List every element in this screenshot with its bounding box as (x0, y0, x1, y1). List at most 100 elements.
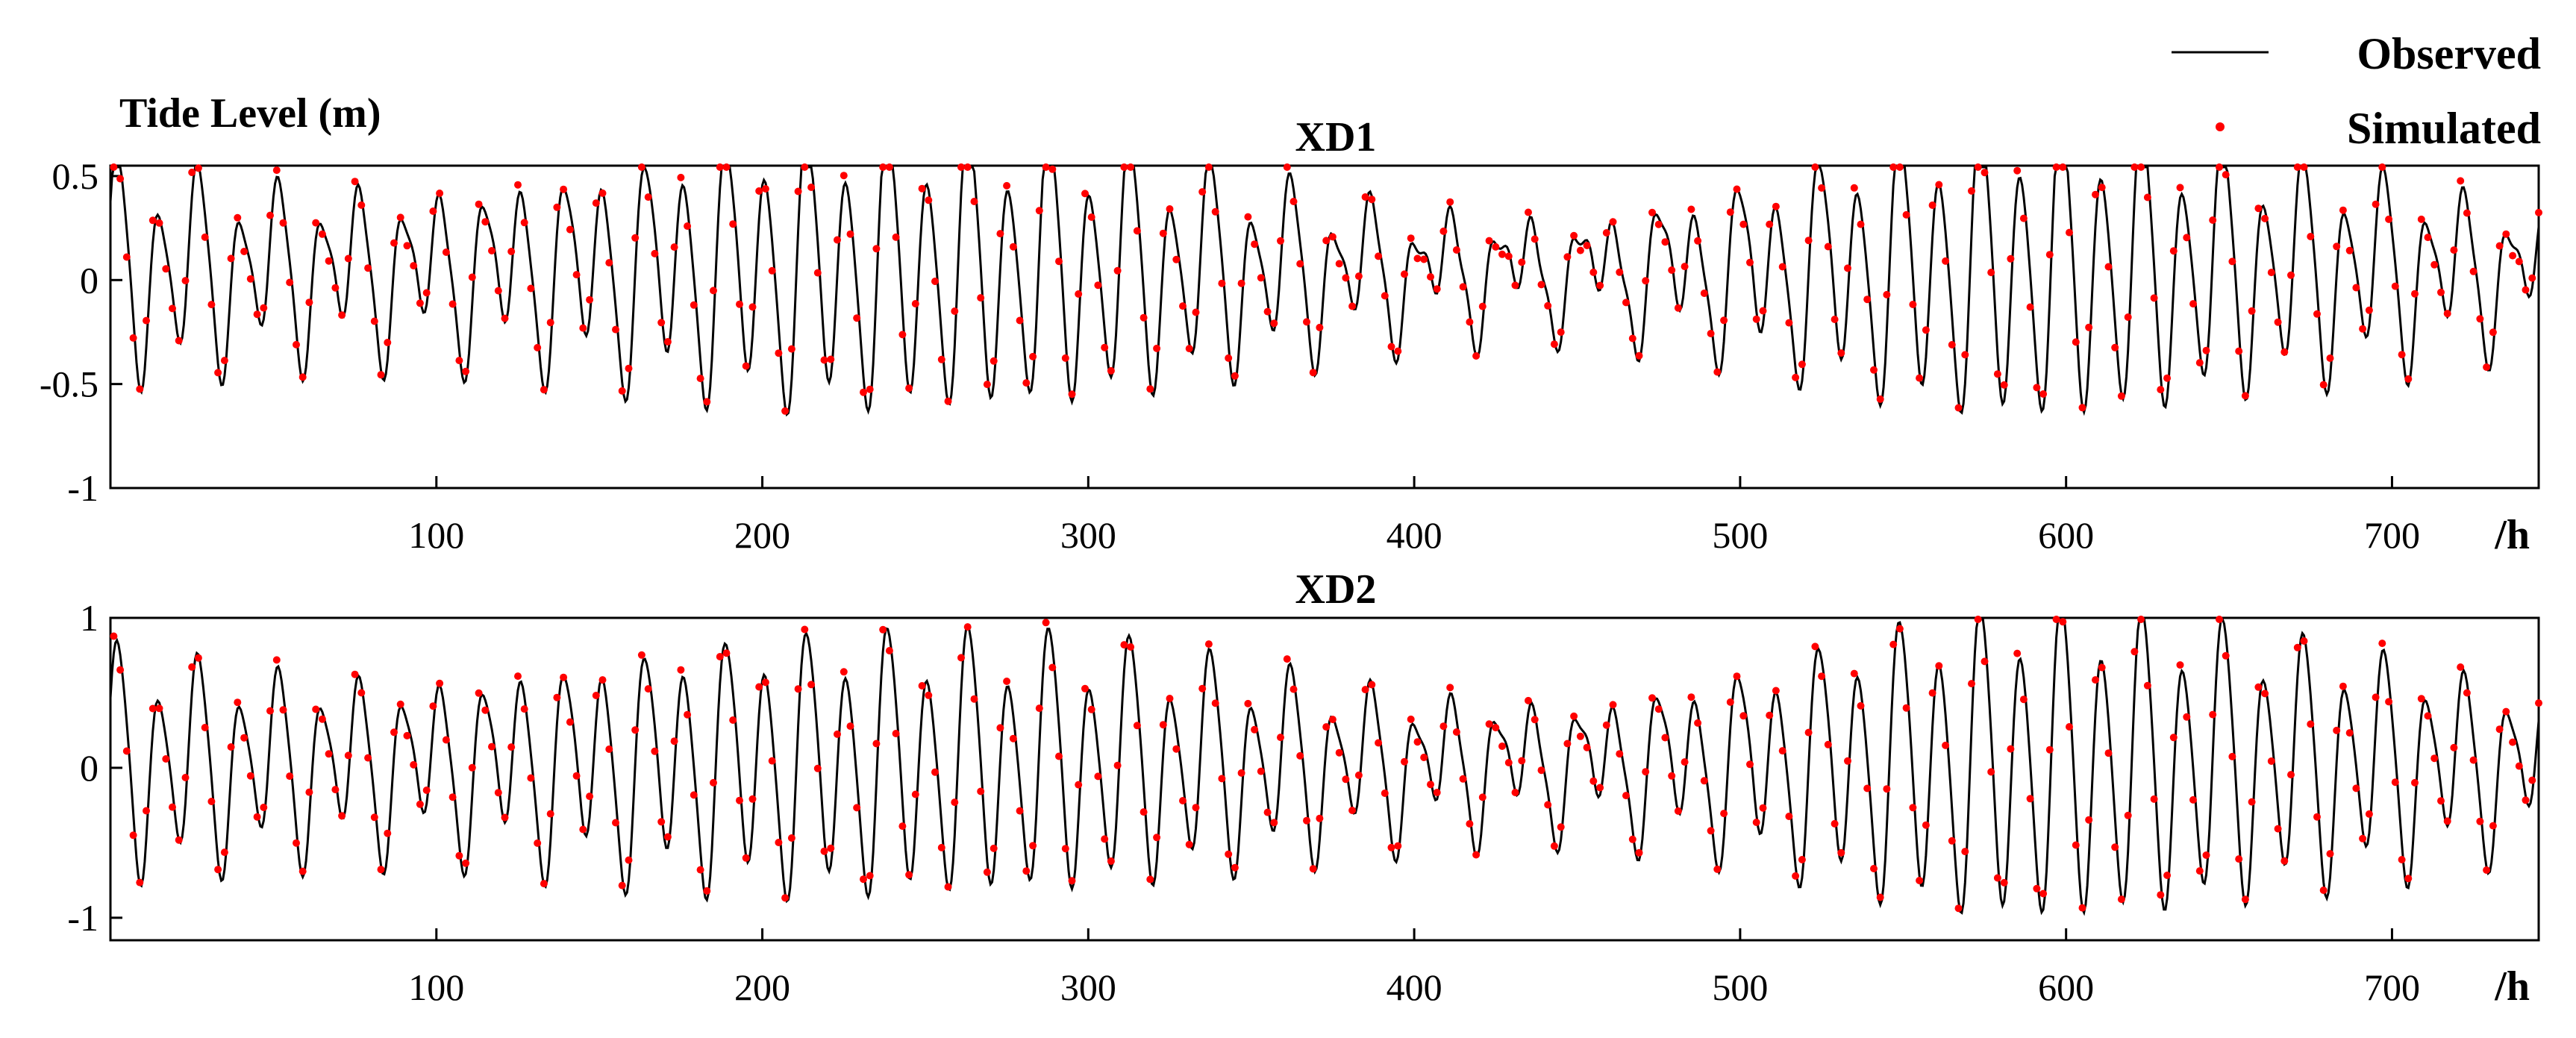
simulated-point (937, 355, 945, 363)
legend-observed-label: Observed (2357, 29, 2541, 78)
simulated-point (2319, 887, 2328, 894)
x-tick-label: 400 (1387, 966, 1442, 1008)
simulated-point (918, 682, 926, 690)
simulated-point (1316, 814, 1324, 822)
simulated-point (1942, 257, 1950, 265)
simulated-point (2195, 867, 2204, 875)
simulated-point (2404, 375, 2413, 383)
simulated-point (1935, 181, 1943, 189)
simulated-point (1127, 163, 1135, 171)
simulated-point (1420, 255, 1428, 263)
simulated-point (272, 656, 281, 664)
simulated-point (390, 728, 398, 737)
simulated-point (748, 795, 757, 803)
simulated-point (1628, 835, 1636, 843)
simulated-point (1068, 390, 1076, 398)
simulated-point (1818, 672, 1826, 681)
simulated-point (1804, 237, 1813, 245)
simulated-point (722, 163, 731, 171)
simulated-point (2104, 749, 2113, 757)
simulated-point (143, 316, 150, 325)
simulated-point (807, 681, 816, 689)
simulated-point (905, 871, 913, 879)
simulated-point (1616, 268, 1624, 276)
panel-xd1: XD1 100 200 300 400 500 600 700 0.5 0 -0.5 -1 /h (40, 114, 2542, 558)
simulated-point (1550, 842, 1558, 850)
simulated-point (846, 230, 854, 238)
x-tick-label: 100 (408, 966, 464, 1008)
simulated-point (220, 848, 228, 857)
simulated-point (2111, 843, 2119, 851)
simulated-point (860, 875, 867, 884)
simulated-point (1635, 848, 1643, 857)
simulated-point (1602, 721, 1610, 729)
panel-xd2-ticks: 100 200 300 400 500 600 700 1 0 -1 (67, 597, 2420, 1008)
simulated-point (631, 234, 640, 242)
simulated-point (1146, 385, 1154, 393)
simulated-point (1270, 319, 1278, 328)
simulated-point (1895, 625, 1904, 633)
legend-simulated-label: Simulated (2347, 104, 2541, 153)
simulated-point (2222, 171, 2230, 179)
simulated-point (1622, 298, 1630, 307)
simulated-point (1674, 304, 1682, 312)
simulated-point (716, 653, 724, 660)
simulated-point (1870, 366, 1878, 374)
simulated-point (2391, 282, 2399, 290)
simulated-point (1322, 723, 1331, 731)
simulated-point (2489, 822, 2497, 830)
simulated-point (703, 398, 711, 406)
simulated-point (937, 843, 945, 851)
simulated-point (1120, 641, 1128, 649)
simulated-point (1792, 872, 1800, 880)
simulated-point (2124, 811, 2132, 819)
simulated-point (240, 734, 248, 742)
simulated-point (1133, 722, 1141, 730)
simulated-point (1831, 819, 1839, 828)
simulated-point (1107, 857, 1115, 865)
simulated-point (1583, 743, 1591, 751)
simulated-point (1107, 366, 1115, 375)
simulated-point (1785, 813, 1793, 820)
simulated-point (1081, 684, 1089, 692)
simulated-point (370, 317, 378, 325)
simulated-point (1570, 231, 1578, 240)
simulated-point (422, 289, 431, 297)
simulated-point (2280, 348, 2289, 356)
simulated-point (1407, 715, 1415, 723)
simulated-point (1746, 760, 1754, 769)
simulated-point (1139, 808, 1148, 816)
simulated-point (188, 169, 196, 176)
simulated-point (612, 325, 619, 334)
simulated-point (514, 672, 522, 681)
simulated-point (1531, 716, 1539, 724)
simulated-point (970, 695, 978, 703)
simulated-point (293, 839, 300, 847)
simulated-point (1296, 260, 1304, 268)
simulated-point (2183, 713, 2191, 721)
simulated-point (1733, 185, 1741, 193)
y-tick-label: -1 (67, 467, 99, 509)
simulated-point (1778, 747, 1786, 755)
simulated-point (2280, 857, 2289, 865)
simulated-point (1700, 777, 1708, 785)
simulated-point (1687, 205, 1695, 213)
simulated-point (377, 866, 385, 874)
simulated-point (1504, 759, 1513, 766)
panel-xd1-title: XD1 (1295, 114, 1377, 160)
simulated-point (2039, 890, 2048, 898)
y-tick-label: 0 (80, 259, 99, 301)
simulated-point (1022, 379, 1031, 387)
simulated-point (246, 275, 254, 283)
simulated-point (1596, 281, 1604, 290)
simulated-point (1394, 842, 1402, 850)
simulated-point (598, 189, 607, 197)
simulated-point (2339, 206, 2347, 214)
simulated-point (1674, 807, 1682, 815)
simulated-point (2300, 637, 2308, 645)
simulated-point (1668, 266, 1676, 274)
simulated-point (220, 357, 228, 365)
simulated-point (2469, 267, 2477, 275)
simulated-point (813, 269, 822, 277)
simulated-point (1328, 716, 1337, 724)
